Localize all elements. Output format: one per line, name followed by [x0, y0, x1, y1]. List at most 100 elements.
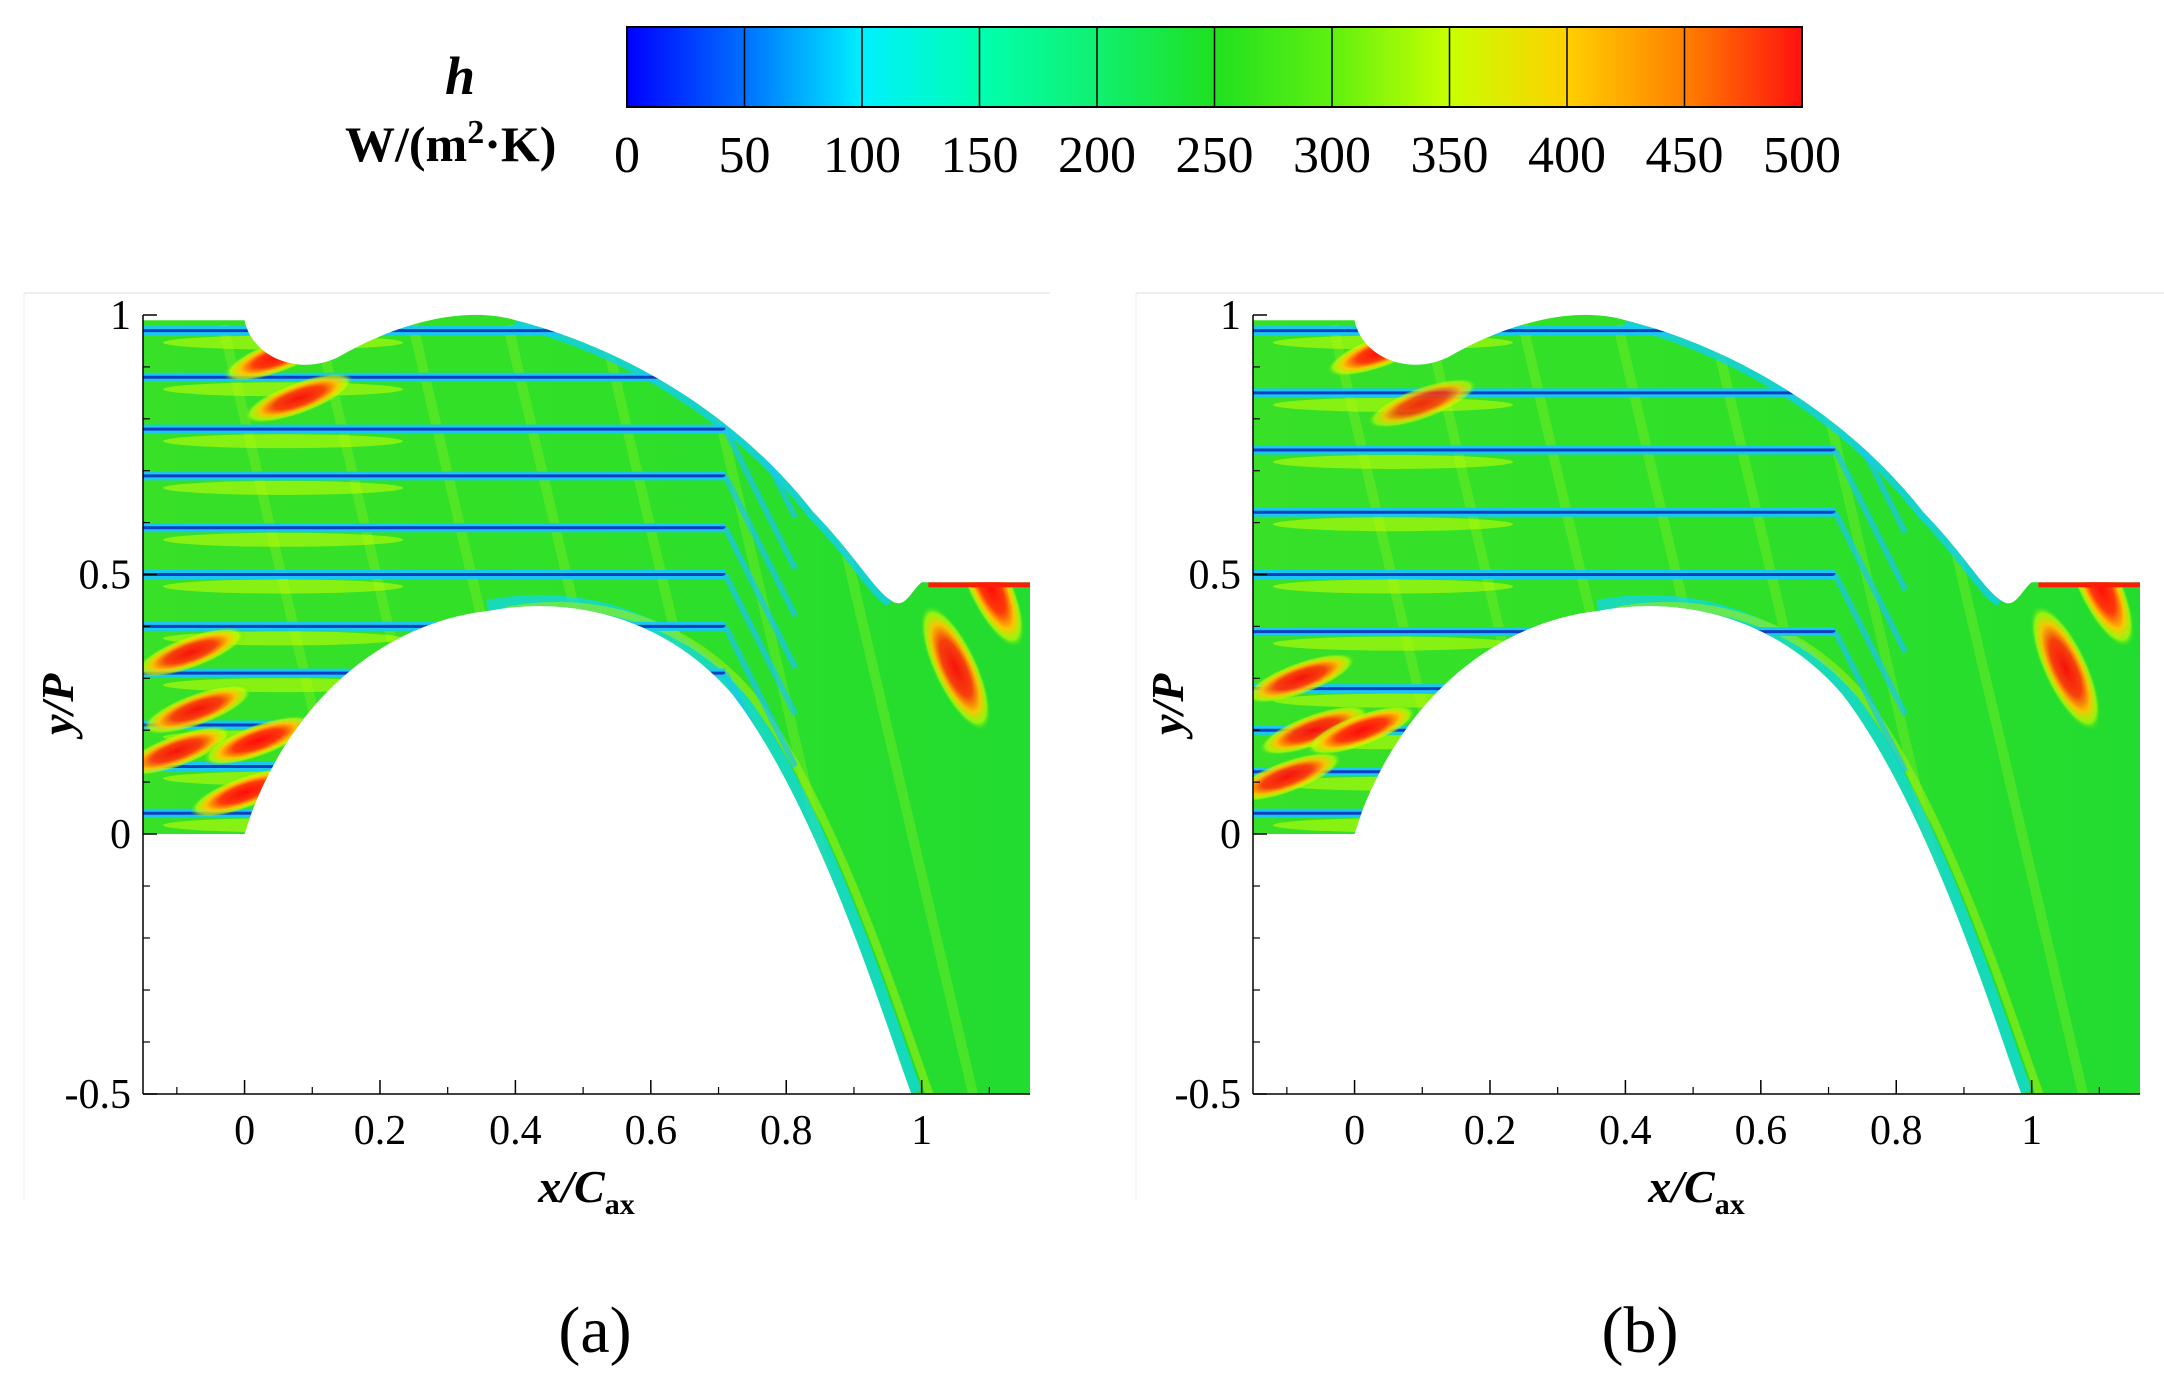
panel-b: -0.5 0 0.5 1 0 0.2 0.4 0.6 0.8 1 y/P x/Cax (b)	[1135, 292, 2164, 1367]
y-tick-label: 1	[110, 293, 131, 339]
x-tick-label: 0	[1344, 1108, 1365, 1154]
x-axis-label: x/Cax	[537, 1161, 634, 1221]
colorbar-unit: W/(m2·K)	[345, 114, 556, 172]
film-row-highlight	[1273, 693, 1513, 708]
film-row-highlight	[163, 771, 403, 786]
colorbar-segment	[1567, 27, 1685, 107]
x-axis-label-main: x/C	[537, 1161, 606, 1212]
hotspot	[203, 715, 313, 766]
film-row-tail	[1832, 770, 1908, 914]
film-row-tail	[722, 811, 798, 955]
x-tick-label: 0.8	[1870, 1108, 1923, 1154]
x-axis-label-sub: ax	[605, 1188, 635, 1221]
panel-a: -0.5 0 0.5 1 0 0.2 0.4 0.6 0.8 1 y/P x/Cax (a)	[23, 292, 1050, 1367]
colorbar-tick-label: 300	[1293, 127, 1371, 184]
y-tick-label: 0.5	[79, 553, 132, 599]
y-tick-label: 0.5	[1189, 553, 1242, 599]
hotspot	[1253, 752, 1342, 802]
colorbar-tick-label: 250	[1176, 127, 1254, 184]
colorbar-tick-label: 50	[719, 127, 771, 184]
colorbar-tick-label: 350	[1411, 127, 1489, 184]
hotspot	[143, 684, 252, 735]
hotspot	[243, 373, 354, 423]
colorbar-cells	[627, 27, 1803, 107]
film-row-highlight	[163, 579, 403, 594]
x-tick-label: 1	[2021, 1108, 2042, 1154]
film-row-highlight	[163, 480, 403, 495]
hotspot	[1253, 653, 1356, 704]
contour-field	[1253, 314, 2140, 1094]
x-tick-label: 0	[234, 1108, 255, 1154]
hotspot	[143, 726, 232, 776]
film-row-tail	[722, 573, 798, 716]
film-row-tail	[722, 765, 798, 908]
contour-field	[143, 314, 1030, 1094]
colorbar-segment	[1214, 27, 1333, 107]
x-axis-label-sub: ax	[1715, 1188, 1745, 1221]
colorbar: h W/(m2·K) 0 50 100 150 200 250 300 350 400 450 50…	[345, 26, 1841, 184]
x-tick-label: 0.2	[354, 1108, 407, 1154]
axes: -0.5 0 0.5 1 0 0.2 0.4 0.6 0.8 1 y/P x/Cax	[1142, 293, 2140, 1221]
hotspot	[1306, 705, 1417, 756]
colorbar-segment	[1449, 27, 1568, 107]
film-row-highlight	[1273, 335, 1513, 350]
film-row-tail	[1832, 510, 1908, 654]
colorbar-tick-label: 500	[1763, 127, 1841, 184]
hotspot	[1367, 378, 1478, 429]
colorbar-segment	[1684, 27, 1803, 107]
film-row-tail	[1832, 448, 1908, 592]
film-row-tail	[722, 427, 798, 571]
x-tick-label: 0.8	[760, 1108, 813, 1154]
colorbar-segment	[979, 27, 1098, 107]
y-axis-label: y/P	[32, 673, 83, 740]
colorbar-tick-label: 0	[614, 127, 640, 184]
colorbar-frame	[626, 26, 1803, 108]
y-tick-label: 1	[1220, 293, 1241, 339]
colorbar-tick-label: 400	[1528, 127, 1606, 184]
colorbar-tick-label: 200	[1058, 127, 1136, 184]
colorbar-tick-label: 150	[941, 127, 1019, 184]
y-tick-label: -0.5	[65, 1072, 132, 1118]
y-tick-label: 0	[110, 812, 131, 858]
x-axis-label-main: x/C	[1647, 1161, 1716, 1212]
film-row-tail	[722, 474, 798, 618]
pressure-side-band-inner	[505, 602, 934, 1094]
film-row-highlight	[1273, 454, 1513, 469]
colorbar-segment	[1332, 27, 1450, 107]
x-tick-label: 0.4	[1599, 1108, 1652, 1154]
hotspot	[920, 605, 991, 731]
colorbar-segment	[862, 27, 980, 107]
film-row-highlight	[163, 335, 403, 350]
film-row-highlight	[163, 678, 403, 693]
trailing-edge-band	[928, 582, 1030, 588]
film-row-highlight	[1273, 517, 1513, 532]
x-axis-label: x/Cax	[1647, 1161, 1744, 1221]
colorbar-tick-label: 100	[823, 127, 901, 184]
colorbar-segment	[744, 27, 863, 107]
y-tick-label: 0	[1220, 812, 1241, 858]
colorbar-symbol: h	[445, 46, 475, 106]
x-tick-label: 0.2	[1464, 1108, 1517, 1154]
hotspot	[1259, 705, 1369, 756]
colorbar-segment	[1097, 27, 1215, 107]
film-row-tail	[1832, 630, 1908, 773]
x-tick-label: 0.6	[625, 1108, 678, 1154]
axes: -0.5 0 0.5 1 0 0.2 0.4 0.6 0.8 1 y/P x/Cax	[32, 293, 1030, 1221]
hotspot	[143, 627, 246, 678]
film-row-highlight	[163, 434, 403, 449]
film-row-tail	[1832, 811, 1908, 955]
colorbar-tick-label: 450	[1646, 127, 1724, 184]
film-row-highlight	[1273, 579, 1513, 594]
panel-label: (a)	[558, 1294, 631, 1367]
colorbar-segment	[627, 27, 745, 107]
film-row-highlight	[163, 532, 403, 547]
y-axis-label: y/P	[1142, 673, 1193, 740]
film-row-highlight	[1273, 636, 1513, 651]
y-tick-label: -0.5	[1175, 1072, 1242, 1118]
x-tick-label: 0.6	[1735, 1108, 1788, 1154]
panel-label: (b)	[1602, 1294, 1679, 1367]
film-row-highlight	[1273, 818, 1513, 833]
trailing-edge-band	[2038, 582, 2140, 588]
film-row-highlight	[163, 818, 403, 833]
